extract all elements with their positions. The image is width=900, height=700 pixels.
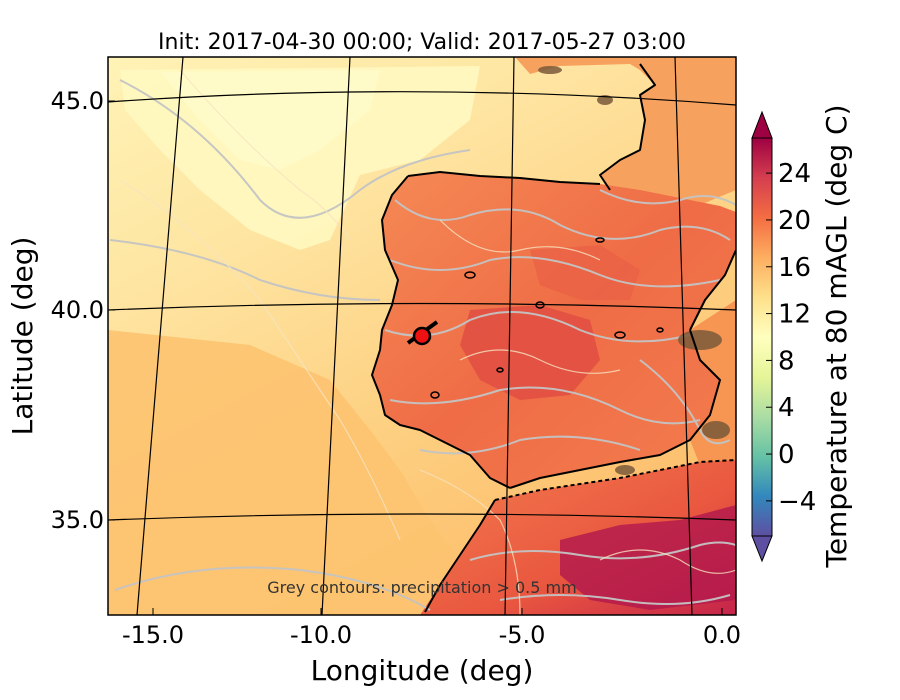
precipitation-contours (109, 79, 736, 611)
terrain-patches (538, 66, 730, 475)
colorbar: 24 20 16 12 8 4 0 −4 Temperature at 80 mAGL (de… (751, 104, 853, 569)
colorbar-tick-label: 0 (778, 440, 795, 470)
x-axis-ticks: -15.0 -10.0 -5.0 0.0 (122, 608, 741, 649)
map-title: Init: 2017-04-30 00:00; Valid: 2017-05-2… (158, 30, 686, 55)
y-tick-label: 40.0 (51, 296, 104, 324)
y-axis-ticks: 45.0 40.0 35.0 (51, 87, 115, 534)
colorbar-tick-label: 4 (778, 393, 795, 423)
site-marker (406, 320, 439, 346)
meridian-15 (136, 57, 184, 615)
france-land (515, 57, 736, 205)
colorbar-body (751, 137, 773, 537)
colorbar-tick-label: 20 (778, 206, 811, 236)
colorbar-extend-min (751, 535, 773, 563)
temperature-contours (119, 69, 736, 615)
x-tick-label: -10.0 (290, 621, 352, 649)
hot-interior-patch (530, 245, 640, 300)
meridian-10 (321, 57, 351, 615)
y-tick-label: 45.0 (51, 87, 104, 115)
meridian-5 (504, 57, 515, 615)
x-tick-label: -15.0 (122, 621, 184, 649)
parallel-45 (108, 91, 736, 106)
parallel-40 (108, 302, 736, 311)
hot-interior-patch (460, 305, 600, 400)
precipitation-note: Grey contours: precipitation > 0.5 mm (267, 578, 576, 597)
colorbar-tick-label: −4 (778, 487, 816, 517)
y-axis-label: Latitude (deg) (6, 237, 39, 436)
colorbar-tick-label: 24 (778, 159, 811, 189)
x-tick-label: -5.0 (499, 621, 546, 649)
colorbar-ticks: 24 20 16 12 8 4 0 −4 (766, 159, 816, 517)
x-tick-label: 0.0 (703, 621, 741, 649)
x-axis-label: Longitude (deg) (311, 654, 534, 687)
colorbar-tick-label: 12 (778, 300, 811, 330)
small-lakes (430, 237, 664, 399)
parallel-35 (108, 513, 736, 521)
cool-water-core (160, 70, 380, 170)
meridian-0 (674, 57, 693, 615)
map-panel: Grey contours: precipitation > 0.5 mm (108, 57, 736, 615)
y-tick-label: 35.0 (51, 506, 104, 534)
warm-water-region (108, 330, 470, 615)
graticule (108, 57, 736, 615)
map-frame (107, 56, 737, 616)
colorbar-tick-label: 16 (778, 253, 811, 283)
colorbar-label: Temperature at 80 mAGL (deg C) (820, 104, 853, 568)
colorbar-tick-label: 8 (778, 346, 795, 376)
coastlines (371, 63, 736, 613)
colorbar-extend-max (751, 110, 773, 139)
